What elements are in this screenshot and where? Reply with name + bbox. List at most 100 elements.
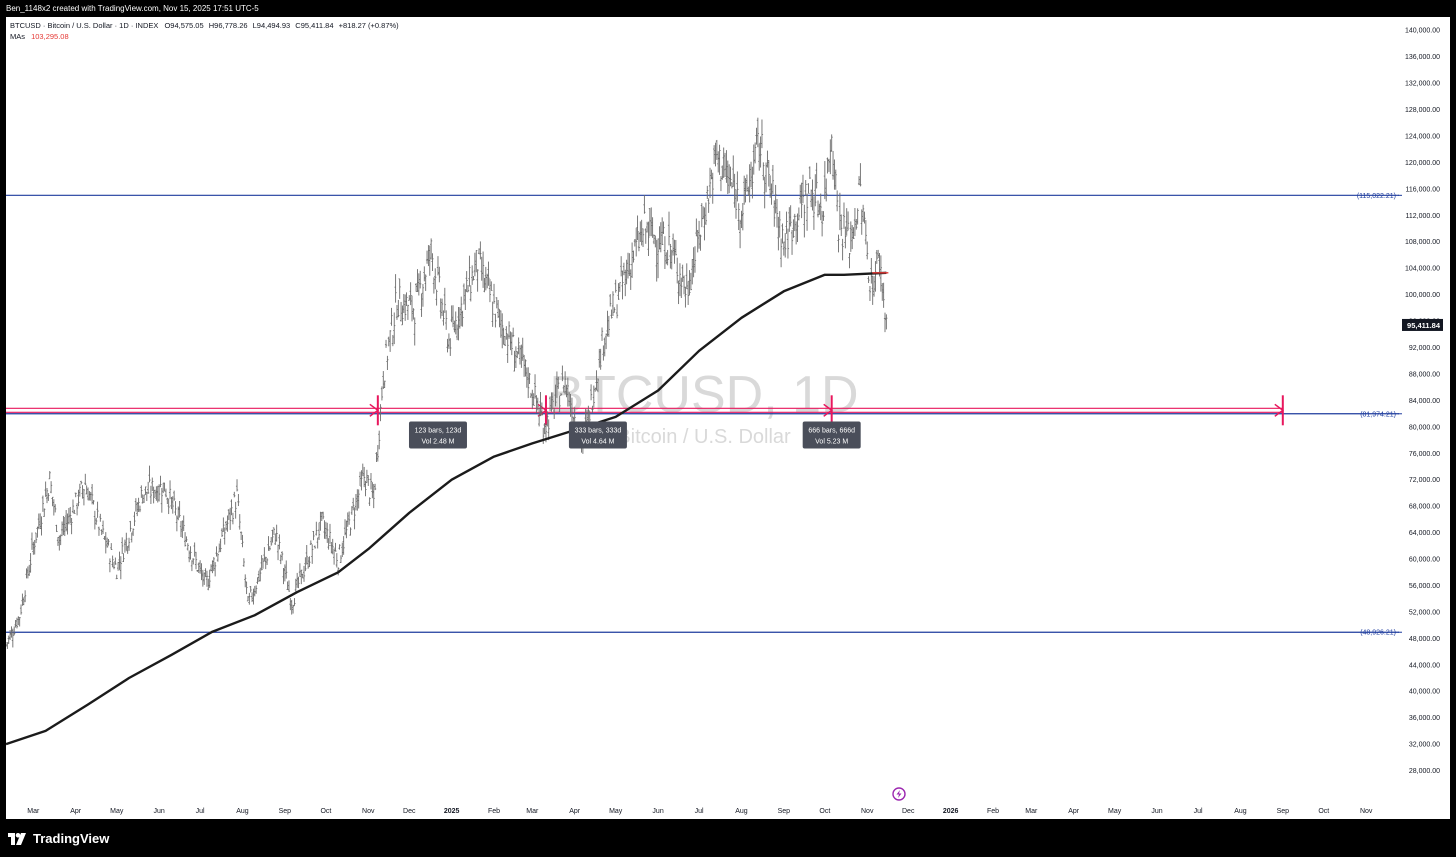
price-bar (230, 499, 233, 516)
price-bar (871, 275, 874, 305)
price-bar (397, 299, 400, 318)
time-tick-label: Feb (488, 808, 500, 815)
range-label-1[interactable]: 333 bars, 333d Vol 4.64 M (568, 421, 627, 449)
price-bar (786, 228, 790, 259)
price-bar (639, 221, 642, 242)
price-bar (509, 331, 512, 351)
price-bar (89, 491, 92, 501)
time-tick-label: Sep (279, 808, 292, 815)
price-bar (881, 283, 884, 301)
price-bar (532, 393, 535, 406)
price-tick-label: 48,000.00 (1409, 636, 1440, 643)
legend-high: H96,778.26 (209, 21, 248, 30)
price-bar (25, 568, 28, 579)
price-bar (542, 427, 545, 444)
price-bar (781, 223, 784, 244)
price-bar (349, 527, 352, 536)
price-bar (341, 542, 344, 558)
price-bar (734, 189, 738, 219)
range-label-2[interactable]: 666 bars, 666d Vol 5.23 M (802, 421, 861, 449)
price-bar (41, 495, 45, 512)
horizontal-line-price-label: (81,974.21) (1360, 411, 1396, 418)
price-bar (281, 551, 284, 561)
price-bar (163, 482, 166, 492)
price-bar (569, 393, 572, 417)
price-bar (451, 305, 455, 328)
price-bar (659, 222, 662, 253)
price-bar (710, 169, 713, 180)
price-bar (301, 573, 304, 579)
price-bar (826, 157, 829, 174)
measure-marker-0[interactable] (369, 395, 380, 426)
price-bar (469, 285, 472, 302)
price-bar (836, 190, 839, 212)
price-bar (307, 556, 310, 569)
price-bar (201, 569, 204, 587)
price-bar (343, 519, 347, 536)
date-range-measure (6, 395, 1285, 426)
price-tick-label: 132,000.00 (1405, 81, 1440, 88)
price-bar (82, 489, 86, 506)
price-bar (293, 598, 296, 607)
price-bar (282, 568, 285, 585)
range-label-0[interactable]: 123 bars, 123d Vol 2.48 M (408, 421, 467, 449)
price-bar (678, 263, 682, 297)
measure-marker-3[interactable] (1274, 395, 1285, 426)
tradingview-logo[interactable]: TradingView (8, 831, 109, 846)
price-bar (398, 278, 401, 299)
price-bar (606, 310, 609, 337)
price-bar (95, 517, 98, 525)
price-bar (107, 539, 110, 546)
price-bar (770, 183, 773, 205)
price-bar (838, 192, 841, 231)
price-bar (458, 307, 461, 329)
price-bar (406, 304, 410, 320)
price-bar (383, 380, 386, 388)
price-bar (231, 512, 235, 525)
price-bar (116, 561, 120, 571)
price-bar (546, 411, 549, 427)
price-bar (263, 547, 266, 562)
price-bar (200, 563, 203, 581)
price-bar (562, 385, 565, 393)
price-bar (427, 245, 430, 267)
price-bar (535, 395, 538, 414)
price-bar (853, 207, 857, 237)
price-tick-label: 40,000.00 (1409, 689, 1440, 696)
price-bar (630, 242, 634, 278)
price-tick-label: 92,000.00 (1409, 345, 1440, 352)
price-bar (769, 175, 772, 198)
price-bar (635, 227, 638, 257)
price-bar (812, 196, 816, 230)
price-axis[interactable]: 140,000.00 136,000.00 132,000.00 128,000.00… (1357, 28, 1443, 775)
price-bar (624, 269, 627, 297)
price-tick-label: 120,000.00 (1405, 160, 1440, 167)
current-price-tag[interactable]: 95,411.84 (1402, 318, 1443, 331)
price-bar (328, 523, 332, 544)
price-bar (29, 553, 32, 573)
chart-svg[interactable]: BTCUSD, 1D Bitcoin / U.S. Dollar 123 bar… (4, 17, 1450, 819)
time-axis[interactable]: Mar Apr May Jun Jul Aug Sep Oct Nov Dec 2025 Feb Mar… (27, 808, 1373, 815)
price-bar (134, 498, 137, 512)
price-bar (257, 570, 260, 583)
measure-marker-2[interactable] (823, 395, 833, 426)
price-bar (548, 396, 552, 412)
price-bar (732, 155, 735, 187)
price-bar (814, 174, 817, 207)
moving-average-line[interactable] (5, 271, 887, 746)
price-bar (800, 182, 803, 219)
price-bar (85, 485, 88, 495)
legend-open: O94,575.05 (164, 21, 203, 30)
price-bar (803, 204, 806, 238)
price-bar (711, 172, 714, 204)
price-bar (656, 238, 660, 279)
range-label-volume: Vol 2.48 M (421, 438, 454, 445)
price-bar (378, 430, 381, 450)
price-bar (736, 171, 739, 202)
time-tick-label: Sep (778, 808, 791, 815)
lightning-icon[interactable] (892, 787, 906, 801)
price-bar (110, 543, 113, 550)
price-bar (655, 240, 658, 282)
chart-caption: Ben_1148x2 created with TradingView.com,… (0, 0, 1456, 17)
price-bar (182, 515, 185, 532)
